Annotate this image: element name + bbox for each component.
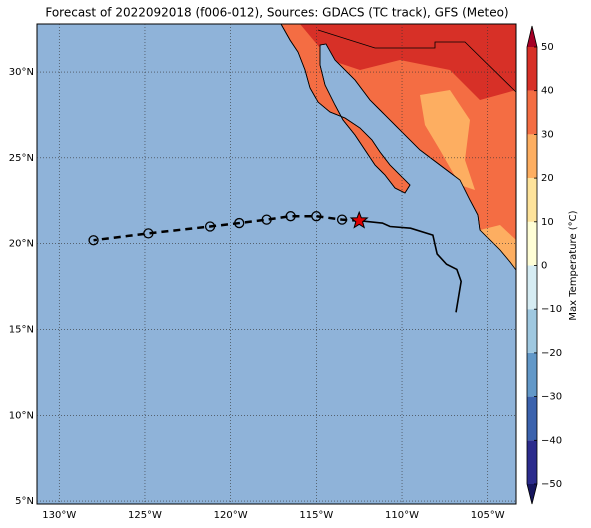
forecast-point xyxy=(261,214,272,225)
colorbar-tick-label: −50 xyxy=(541,479,562,490)
x-tick-label: 120°W xyxy=(214,510,248,521)
forecast-point xyxy=(143,228,154,239)
x-tick-label: 115°W xyxy=(299,510,333,521)
forecast-track xyxy=(93,214,360,242)
colorbar-segment xyxy=(527,309,537,353)
forecast-point xyxy=(88,235,99,246)
colorbar-tick-label: 10 xyxy=(541,217,554,228)
colorbar-tick-label: −20 xyxy=(541,348,562,359)
colorbar-under xyxy=(527,484,537,504)
x-tick-label: 130°W xyxy=(42,510,76,521)
forecast-point xyxy=(234,217,245,229)
y-tick-label: 20°N xyxy=(9,239,34,250)
y-tick-label: 25°N xyxy=(9,153,34,164)
colorbar-segment xyxy=(527,90,537,135)
colorbar-segment xyxy=(527,221,537,266)
colorbar-segment xyxy=(527,440,537,484)
colorbar-tick-label: 0 xyxy=(541,261,547,272)
past-track xyxy=(359,219,462,313)
colorbar-segment xyxy=(527,396,537,441)
y-tick-label: 5°N xyxy=(15,496,34,507)
forecast-point xyxy=(204,221,216,232)
colorbar-segment xyxy=(527,265,537,310)
y-tick-label: 10°N xyxy=(9,410,34,421)
colorbar-tick-label: −40 xyxy=(541,435,562,446)
forecast-point xyxy=(285,211,296,222)
current-position xyxy=(349,210,369,229)
colorbar-tick-label: 40 xyxy=(541,86,554,97)
y-tick-label: 30°N xyxy=(9,67,34,78)
forecast-point xyxy=(311,211,322,222)
x-tick-label: 110°W xyxy=(385,510,419,521)
chart-layer: 130°W 125°W 120°W 115°W 110°W 105°W 5°N 10°N 15°… xyxy=(9,24,579,521)
colorbar-tick-label: −10 xyxy=(541,304,562,315)
forecast-point xyxy=(336,214,348,225)
colorbar-label: Max Temperature (°C) xyxy=(568,210,579,320)
colorbar-tick-label: −30 xyxy=(541,392,562,403)
x-tick-label: 125°W xyxy=(128,510,162,521)
colorbar-tick-label: 20 xyxy=(541,173,554,184)
colorbar-segment xyxy=(527,178,537,222)
x-tick-label: 105°W xyxy=(471,510,505,521)
colorbar-tick-label: 50 xyxy=(541,42,554,53)
colorbar-segment xyxy=(527,134,537,179)
y-tick-label: 15°N xyxy=(9,324,34,335)
colorbar-segment xyxy=(527,352,537,397)
land xyxy=(280,24,516,271)
colorbar-segment xyxy=(527,47,537,91)
colorbar-tick-label: 30 xyxy=(541,129,554,140)
plot-frame xyxy=(36,23,517,505)
colorbar-over xyxy=(527,26,537,47)
chart-title: Forecast of 2022092018 (f006-012), Sourc… xyxy=(45,6,508,20)
